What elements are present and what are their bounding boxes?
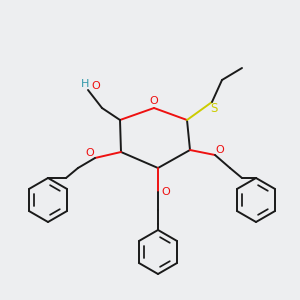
Text: O: O bbox=[162, 187, 170, 197]
Text: O: O bbox=[150, 96, 158, 106]
Text: O: O bbox=[216, 145, 224, 155]
Text: S: S bbox=[210, 101, 218, 115]
Text: O: O bbox=[92, 81, 100, 91]
Text: H: H bbox=[81, 79, 89, 89]
Text: O: O bbox=[85, 148, 94, 158]
